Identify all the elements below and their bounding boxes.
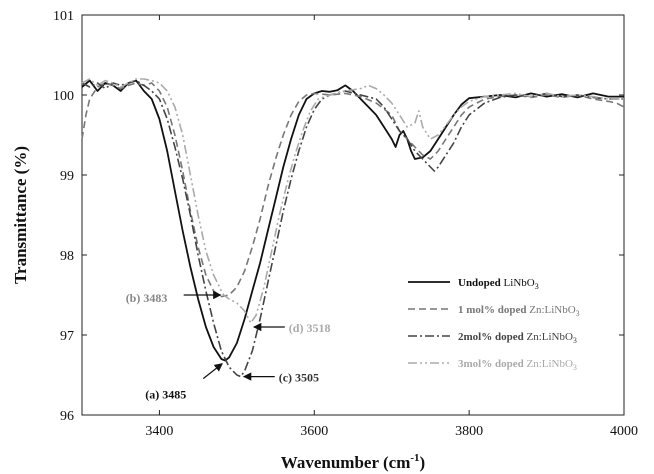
- series-line-2: [81, 82, 625, 298]
- legend-label-3: 2mol% doped Zn:LiNbO3: [458, 331, 577, 345]
- y-axis-label: Transmittance (%): [11, 146, 30, 284]
- y-tick-label: 100: [53, 89, 74, 104]
- x-tick-label: 3400: [145, 424, 173, 439]
- series-line-3: [81, 79, 624, 378]
- x-axis-label-main: Wavenumber: [281, 453, 380, 472]
- x-tick-label: 4000: [610, 424, 638, 439]
- y-tick-label: 98: [60, 249, 74, 264]
- legend: Undoped LiNbO3 1 mol% doped Zn:LiNbO3 2mol…: [408, 277, 580, 372]
- series-line-4: [81, 78, 624, 324]
- legend-label-1: Undoped LiNbO3: [458, 277, 539, 291]
- y-tick-label: 97: [60, 329, 74, 344]
- annotation-label: (c) 3505: [279, 371, 319, 385]
- legend-label-2: 1 mol% doped Zn:LiNbO3: [458, 304, 580, 318]
- annotation-label: (d) 3518: [289, 321, 331, 335]
- x-axis-label-unit-close: ): [420, 453, 426, 472]
- x-axis-ticks: 3400 3600 3800 4000: [145, 15, 638, 439]
- x-axis-label-unit-sup: -1: [410, 452, 419, 464]
- annotation-label: (b) 3483: [126, 291, 168, 305]
- x-axis-label: Wavenumber (cm-1): [281, 452, 425, 472]
- y-tick-label: 101: [53, 9, 74, 24]
- legend-label-4: 3mol% doped Zn:LiNbO3: [458, 358, 577, 372]
- plot-frame: [81, 14, 625, 416]
- annotation-label: (a) 3485: [145, 388, 186, 402]
- annotation-arrow: [202, 363, 223, 380]
- y-tick-label: 96: [60, 409, 74, 424]
- peak-annotations: (b) 3483 (d) 3518 (a) 3485 (c) 3505: [126, 290, 331, 402]
- x-tick-label: 3600: [300, 424, 328, 439]
- x-tick-label: 3800: [455, 424, 483, 439]
- series-lines: [81, 78, 625, 378]
- x-axis-label-unit: (cm: [383, 453, 410, 472]
- y-axis-ticks: 96 97 98 99 100 101: [53, 9, 624, 424]
- series-line-1: [81, 79, 624, 362]
- y-tick-label: 99: [60, 169, 74, 184]
